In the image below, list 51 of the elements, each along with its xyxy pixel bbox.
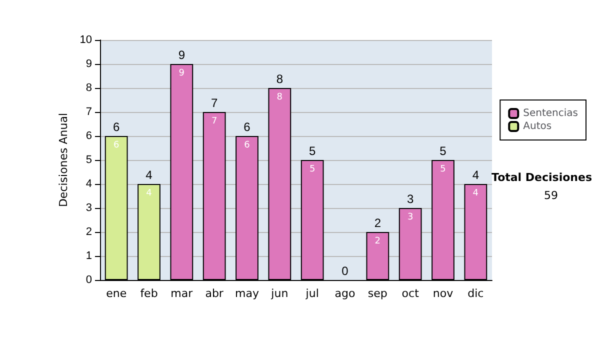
text: 0 <box>342 264 348 278</box>
total-label: 5 <box>308 144 316 158</box>
data-label: 2 <box>374 236 381 246</box>
y-tick-label: 10 <box>80 34 92 46</box>
data-label: 4 <box>472 188 479 198</box>
legend-label: Sentencias <box>523 108 578 119</box>
x-tick-label: sep <box>368 287 388 300</box>
x-tick-label: dic <box>468 287 484 300</box>
y-tick-label: 3 <box>86 202 92 214</box>
x-tick-label: ene <box>106 287 127 300</box>
y-tick-label: 9 <box>86 58 92 70</box>
x-tick-label: feb <box>140 287 158 300</box>
x-tick-label: may <box>235 287 260 300</box>
data-label: 8 <box>276 92 283 102</box>
data-label: 7 <box>211 116 218 126</box>
data-label: 3 <box>407 212 414 222</box>
total-label: 6 <box>244 120 251 134</box>
text: 59 <box>544 189 558 202</box>
total-label: 3 <box>406 192 414 206</box>
x-tick-label: jun <box>270 287 288 300</box>
legend-label: Autos <box>523 121 552 132</box>
y-tick-label: 4 <box>86 178 92 190</box>
y-tick-label: 2 <box>86 226 92 238</box>
data-label: 5 <box>440 164 446 174</box>
total-label: 4 <box>146 168 153 182</box>
total-label: 9 <box>178 48 186 62</box>
y-axis-title: Decisiones Anual <box>56 112 70 208</box>
x-tick-label: abr <box>205 287 224 300</box>
y-tick-label: 5 <box>86 154 92 166</box>
y-tick-label: 6 <box>86 130 92 142</box>
y-tick-label: 0 <box>86 274 92 286</box>
x-tick-label: ago <box>334 287 356 300</box>
annotation: Total Decisiones <box>492 171 592 184</box>
data-label: 6 <box>244 140 250 150</box>
data-label: 4 <box>146 188 152 198</box>
x-tick-label: jul <box>304 287 319 300</box>
total-label: 2 <box>374 216 382 230</box>
x-tick-label: oct <box>402 287 420 300</box>
total-label: 5 <box>440 144 447 158</box>
total-label: 4 <box>472 168 480 182</box>
y-tick-label: 1 <box>86 250 92 262</box>
total-label: 7 <box>210 96 218 110</box>
total-label: 8 <box>276 72 284 86</box>
y-tick-label: 7 <box>86 106 92 118</box>
y-tick-label: 8 <box>86 82 92 94</box>
x-tick-label: nov <box>432 287 454 300</box>
x-tick-label: mar <box>170 287 194 300</box>
total-label: 6 <box>112 120 120 134</box>
data-label: 9 <box>178 68 185 78</box>
data-label: 6 <box>113 140 120 150</box>
data-label: 5 <box>309 164 316 174</box>
